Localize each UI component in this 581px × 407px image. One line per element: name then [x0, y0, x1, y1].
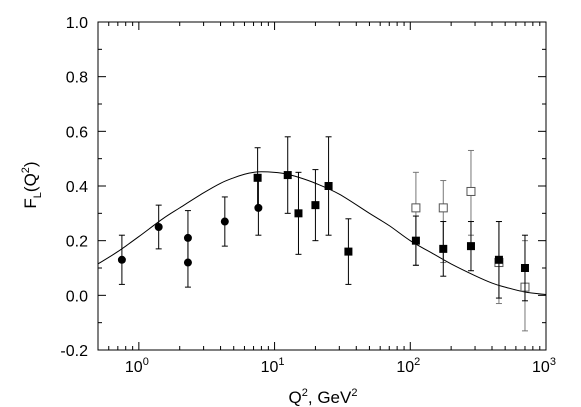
filled-square-point [294, 171, 303, 255]
y-axis-label: FL(Q2) [20, 161, 44, 208]
filled-circle-point [154, 204, 163, 250]
marker [411, 236, 420, 245]
theory-curve-layer [97, 171, 547, 296]
filled-circle-point [220, 196, 229, 247]
marker [117, 255, 126, 264]
marker [466, 242, 475, 251]
filled-square-point [253, 147, 262, 209]
filled-circle-point [117, 234, 126, 285]
marker [220, 217, 229, 226]
x-axis-label: Q2, GeV2 [289, 387, 358, 407]
marker [438, 203, 448, 213]
y-tick-label: 0.4 [66, 179, 88, 196]
filled-square-point [439, 221, 448, 277]
y-tick-label: 0.0 [66, 288, 88, 305]
y-tick-label: 0.8 [66, 70, 88, 87]
marker [183, 258, 192, 267]
marker [494, 255, 503, 264]
data-points-layer [117, 136, 530, 332]
marker [154, 223, 163, 231]
filled-square-point [494, 221, 503, 299]
y-tick-label: -0.2 [60, 343, 88, 360]
tick-labels-layer: -0.2 0.0 0.2 0.4 0.6 0.8 1.0 100 101 102 103 [60, 15, 556, 376]
y-tick-label: 0.6 [66, 124, 88, 141]
y-tick-label: 1.0 [66, 15, 88, 32]
x-tick-label: 101 [261, 356, 285, 376]
filled-square-point [283, 136, 292, 214]
filled-square-point [344, 218, 353, 285]
marker [439, 244, 448, 253]
marker [294, 209, 303, 218]
marker [283, 171, 292, 180]
y-tick-label: 0.2 [66, 234, 88, 251]
marker [311, 201, 320, 210]
filled-square-point [311, 169, 320, 242]
axes [97, 21, 547, 351]
filled-square-point [324, 136, 333, 236]
filled-square-point [466, 221, 475, 272]
filled-square-point [520, 234, 529, 302]
filled-circle-point [183, 237, 192, 288]
theory-curve [97, 171, 547, 296]
marker [324, 182, 333, 190]
marker [520, 264, 529, 272]
marker [466, 186, 476, 196]
x-tick-label: 102 [396, 356, 420, 376]
filled-square-point [411, 215, 420, 266]
x-tick-label: 103 [532, 356, 556, 376]
marker [411, 203, 421, 213]
x-tick-label: 100 [125, 356, 149, 376]
marker [344, 247, 353, 256]
marker [253, 173, 262, 182]
